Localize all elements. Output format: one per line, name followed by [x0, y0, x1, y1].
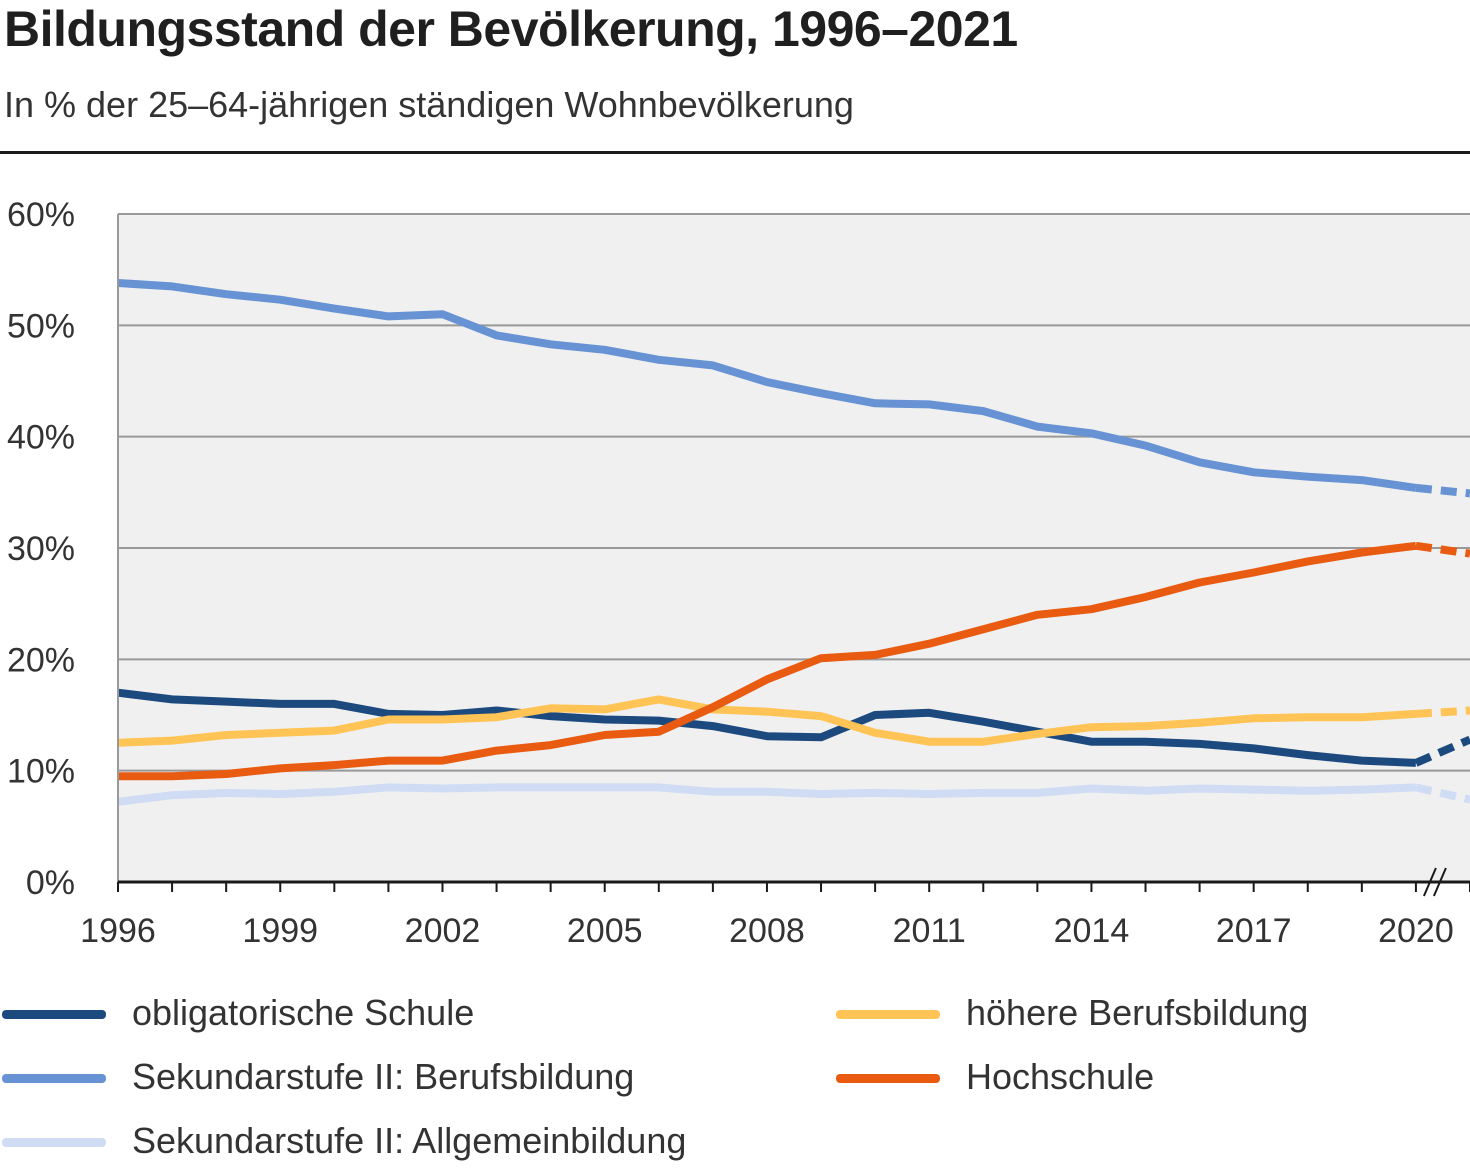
x-tick-label: 2011 — [893, 912, 966, 950]
legend-swatch — [2, 1074, 106, 1083]
series-line-dashed — [1414, 735, 1470, 767]
series-line-dashed — [1415, 541, 1470, 558]
axes — [117, 214, 1470, 897]
series-line — [118, 541, 1417, 781]
y-tick-label: 40% — [7, 419, 75, 457]
series-line — [117, 695, 1417, 747]
y-tick-label: 10% — [7, 753, 75, 791]
legend-label: Sekundarstufe II: Berufsbildung — [132, 1056, 635, 1097]
y-tick-label: 50% — [7, 307, 75, 345]
x-tick-label: 2002 — [405, 912, 481, 950]
legend-label: höhere Berufsbildung — [966, 992, 1309, 1033]
gridlines — [118, 213, 1470, 772]
legend-swatch — [2, 1010, 106, 1019]
legend-swatch — [836, 1074, 940, 1083]
series-line — [117, 279, 1417, 492]
x-tick-label: 2014 — [1054, 912, 1130, 950]
x-tick-label: 2005 — [567, 912, 643, 950]
line-chart: 0% 10% 20% 30% 40% 50% 60% 1996 1999 2002 2005 200… — [7, 196, 1470, 950]
y-tick-label: 0% — [26, 864, 75, 902]
chart-subtitle: In % der 25–64-jährigen ständigen Wohnbe… — [4, 84, 854, 125]
y-axis-tick-labels: 0% 10% 20% 30% 40% 50% 60% — [7, 196, 75, 902]
x-axis-tick-labels: 1996 1999 2002 2005 2008 2011 2014 2017 2020 — [80, 912, 1454, 950]
y-tick-label: 30% — [7, 530, 75, 568]
x-tick-label: 1996 — [80, 912, 156, 950]
series-lines — [117, 279, 1470, 806]
header-divider — [0, 151, 1470, 154]
legend-label: obligatorische Schule — [132, 992, 475, 1033]
series-line — [117, 783, 1417, 806]
legend-swatch — [2, 1138, 106, 1147]
axis-break-mark — [1433, 867, 1447, 897]
legend-label: Hochschule — [966, 1056, 1155, 1097]
y-tick-label: 20% — [7, 641, 75, 679]
x-tick-label: 1999 — [242, 912, 318, 950]
legend-label: Sekundarstufe II: Allgemeinbildung — [132, 1120, 687, 1161]
series-line-dashed — [1415, 706, 1470, 718]
y-tick-label: 60% — [7, 196, 75, 234]
series-line-dashed — [1415, 483, 1470, 498]
legend-swatch — [836, 1010, 940, 1019]
x-tick-label: 2008 — [729, 912, 805, 950]
series-line-dashed — [1415, 783, 1470, 804]
chart-title: Bildungsstand der Bevölkerung, 1996–2021 — [4, 1, 1018, 57]
series-line — [117, 688, 1417, 767]
axis-break-mark — [1423, 867, 1437, 897]
x-tick-label: 2020 — [1378, 912, 1454, 950]
x-tick-label: 2017 — [1216, 912, 1292, 950]
